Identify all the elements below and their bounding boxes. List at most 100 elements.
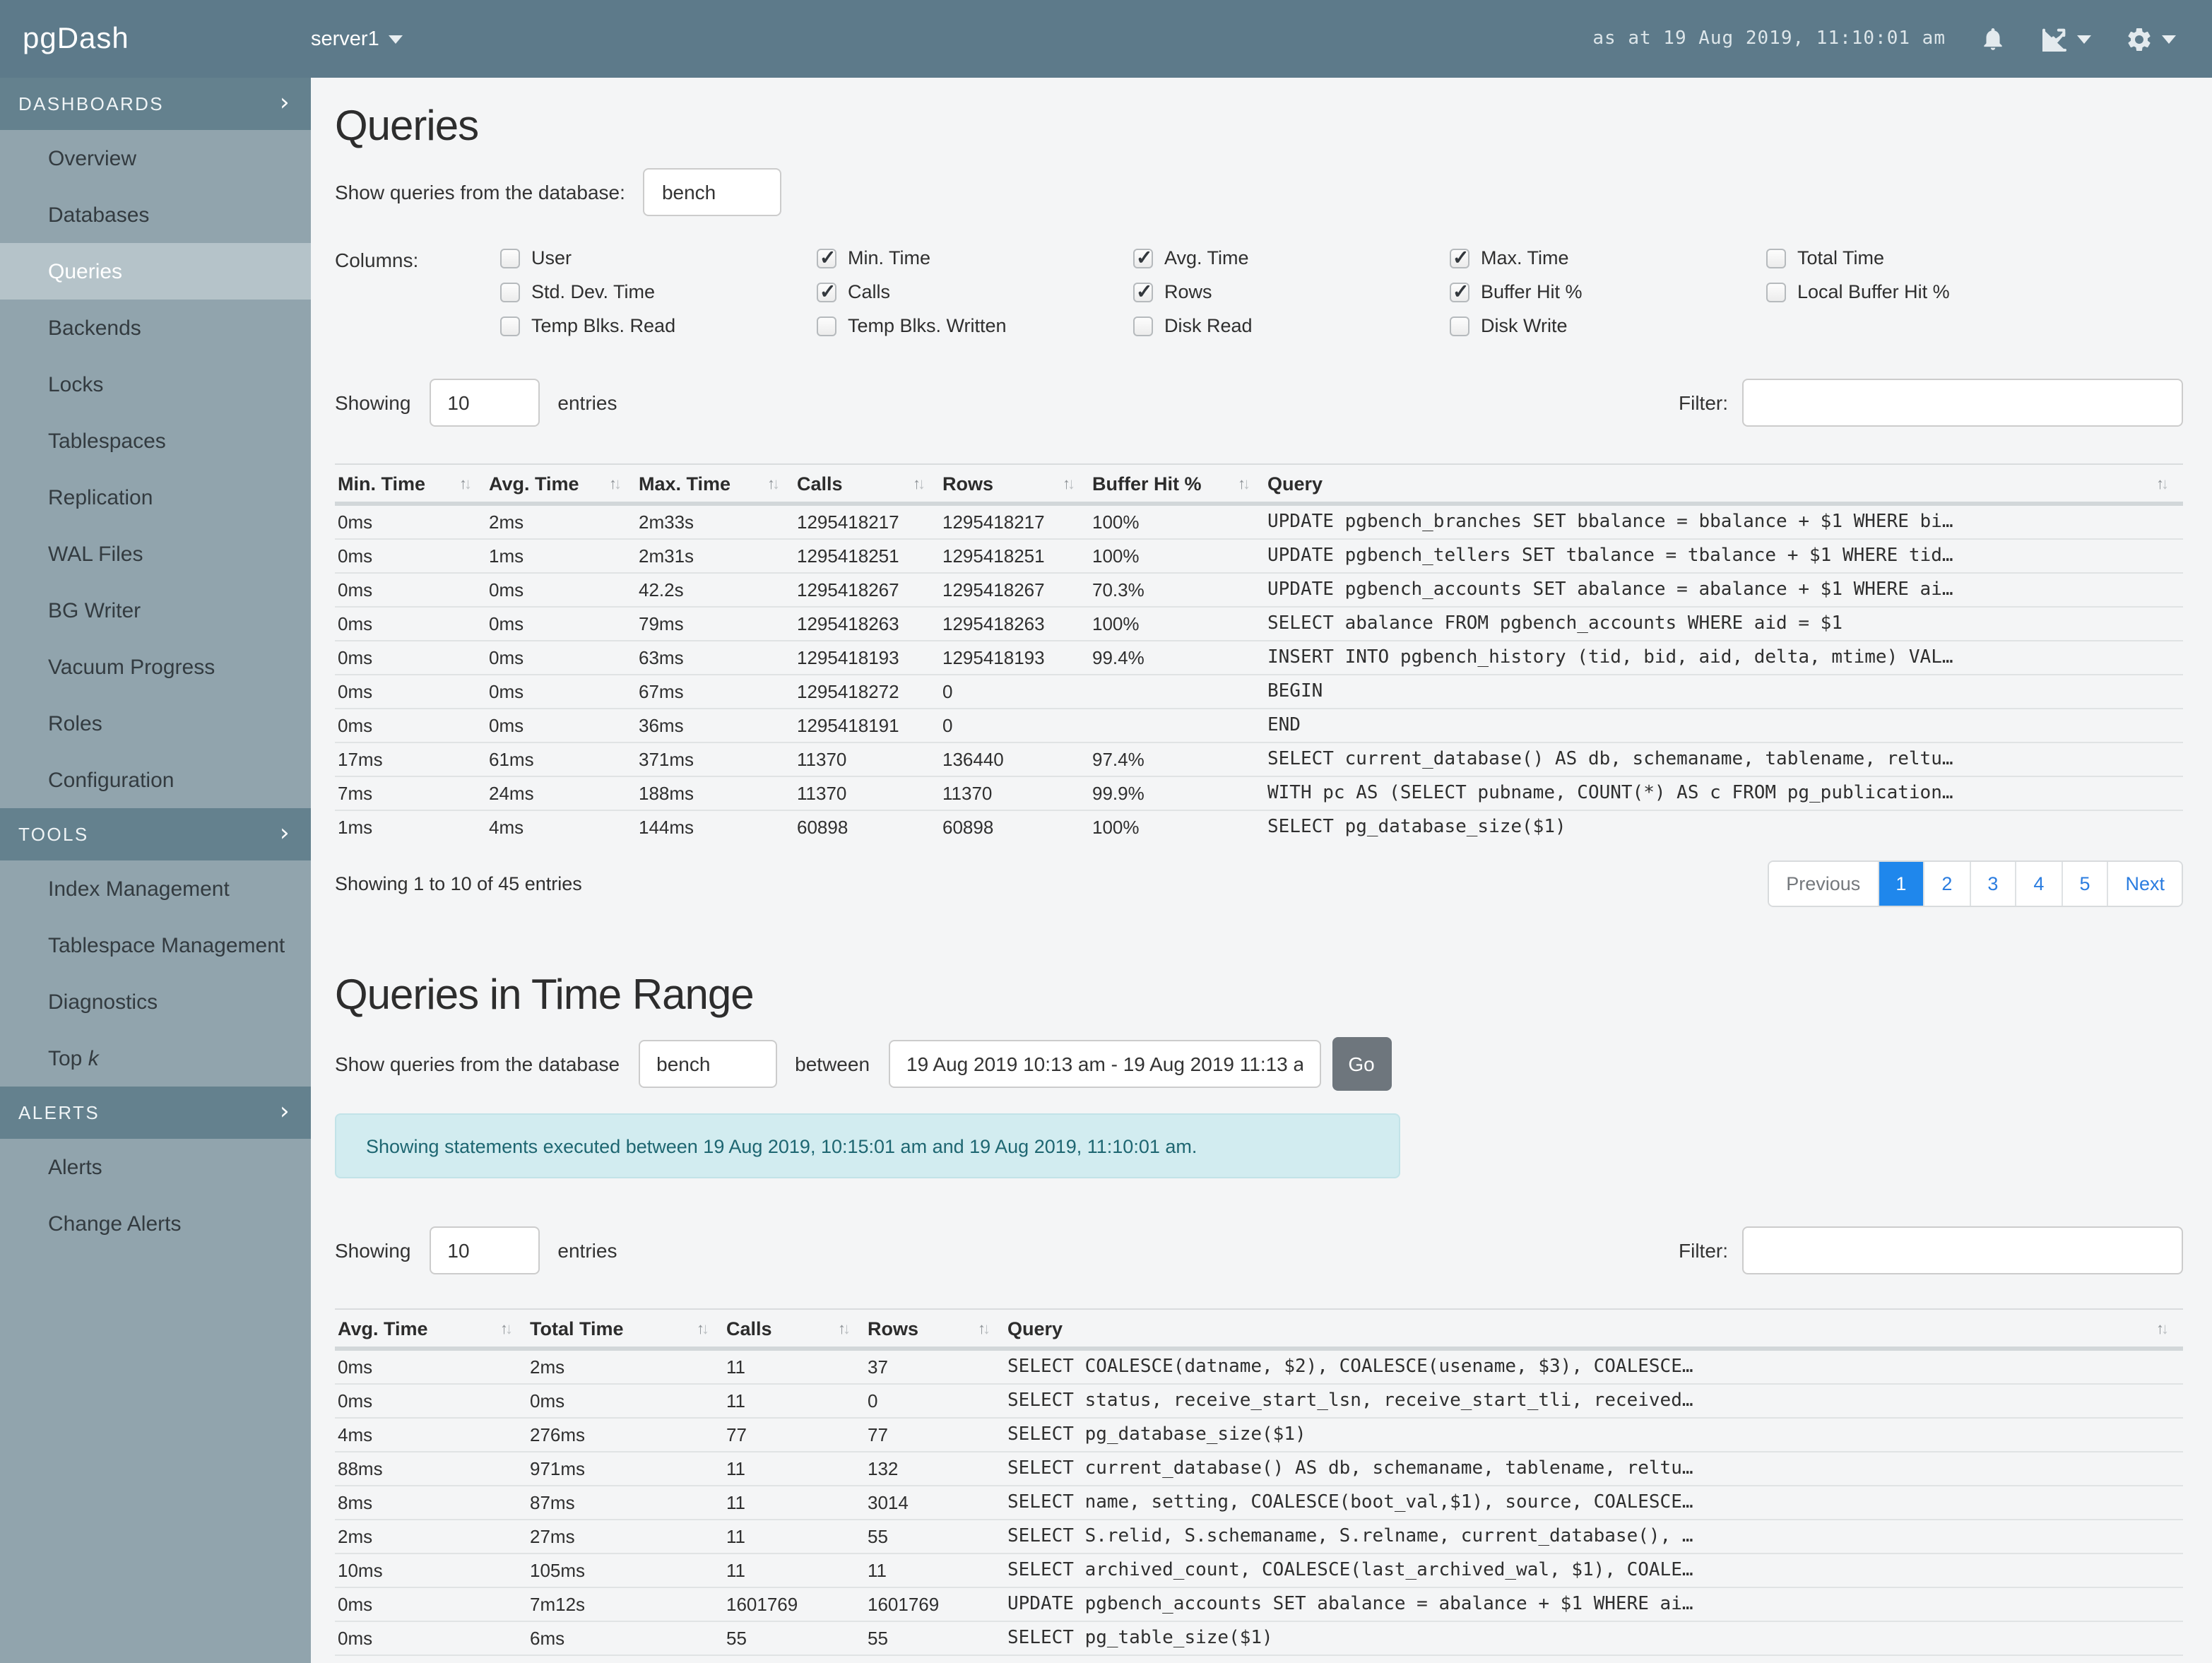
column-header-query[interactable]: Query ↑↓	[1265, 464, 2183, 504]
sort-icon[interactable]: ↑↓	[2156, 1320, 2169, 1337]
query-link[interactable]: SELECT abalance FROM pgbench_accounts WH…	[1267, 613, 1843, 634]
query-link[interactable]: UPDATE pgbench_tellers SET tbalance = tb…	[1267, 545, 1953, 567]
sort-icon[interactable]: ↑↓	[697, 1320, 709, 1337]
sidebar-item-alerts[interactable]: Alerts	[48, 1155, 102, 1179]
query-link[interactable]: SELECT pg_table_size($1)	[1007, 1628, 1273, 1649]
column-header-buffer-hit[interactable]: Buffer Hit % ↑↓	[1089, 464, 1265, 504]
entries-count-input[interactable]	[429, 379, 540, 427]
entries-count-input-2[interactable]	[429, 1226, 540, 1274]
column-header-avg-time[interactable]: Avg. Time ↑↓	[486, 464, 636, 504]
sort-icon[interactable]: ↑↓	[1238, 475, 1250, 492]
sort-icon[interactable]: ↑↓	[2156, 475, 2169, 492]
query-link[interactable]: UPDATE pgbench_branches SET bbalance = b…	[1267, 511, 1953, 533]
checkbox-std-dev-time[interactable]: Std. Dev. Time	[500, 281, 817, 302]
sidebar-item-databases[interactable]: Databases	[48, 203, 150, 227]
pagination-page-2[interactable]: 2	[1923, 862, 1970, 906]
column-header-max-time[interactable]: Max. Time ↑↓	[636, 464, 794, 504]
query-link[interactable]: SELECT S.relid, S.schemaname, S.relname,…	[1007, 1526, 1693, 1547]
query-link[interactable]: SELECT name, setting, COALESCE(boot_val,…	[1007, 1492, 1693, 1513]
sidebar-item-backends[interactable]: Backends	[48, 316, 141, 340]
sort-icon[interactable]: ↑↓	[767, 475, 780, 492]
checkbox-temp-blks-read[interactable]: Temp Blks. Read	[500, 315, 817, 336]
checkbox-max-time[interactable]: Max. Time	[1450, 245, 1766, 269]
checkbox-temp-blks-written[interactable]: Temp Blks. Written	[817, 315, 1133, 336]
checkbox-calls[interactable]: Calls	[817, 279, 1133, 303]
sort-icon[interactable]: ↑↓	[978, 1320, 990, 1337]
go-button[interactable]: Go	[1332, 1037, 1392, 1091]
query-link[interactable]: SELECT status, receive_start_lsn, receiv…	[1007, 1390, 1693, 1412]
checkbox-disk-write[interactable]: Disk Write	[1450, 315, 1766, 336]
sidebar-item-roles[interactable]: Roles	[48, 711, 102, 735]
query-link[interactable]: SELECT archived_count, COALESCE(last_arc…	[1007, 1560, 1693, 1581]
server-selector[interactable]: server1	[311, 28, 403, 50]
query-link[interactable]: SELECT pg_database_size($1)	[1007, 1424, 1306, 1445]
sidebar-item-tablespace-management[interactable]: Tablespace Management	[48, 933, 285, 957]
checkbox-rows[interactable]: Rows	[1133, 279, 1450, 303]
sidebar-item-change-alerts[interactable]: Change Alerts	[48, 1212, 182, 1236]
query-link[interactable]: END	[1267, 715, 1301, 736]
sidebar-item-wal-files[interactable]: WAL Files	[48, 542, 143, 566]
checkbox-disk-read[interactable]: Disk Read	[1133, 315, 1450, 336]
query-link[interactable]: UPDATE pgbench_accounts SET abalance = a…	[1267, 579, 1953, 600]
query-link[interactable]: SELECT current_database() AS db, scheman…	[1007, 1458, 1693, 1479]
filter-input[interactable]	[1742, 379, 2183, 427]
sidebar-item-index-management[interactable]: Index Management	[48, 877, 230, 901]
column-header-calls[interactable]: Calls ↑↓	[794, 464, 940, 504]
sidebar-item-configuration[interactable]: Configuration	[48, 768, 175, 792]
pagination-next[interactable]: Next	[2107, 862, 2182, 906]
pagination-page-3[interactable]: 3	[1969, 862, 2016, 906]
sidebar-item-locks[interactable]: Locks	[48, 372, 104, 396]
checkbox-user[interactable]: User	[500, 247, 817, 268]
column-header-min-time[interactable]: Min. Time ↑↓	[335, 464, 486, 504]
table-cell: 0ms	[338, 545, 373, 567]
sidebar-item-diagnostics[interactable]: Diagnostics	[48, 990, 158, 1014]
query-link[interactable]: BEGIN	[1267, 681, 1323, 702]
query-link[interactable]: SELECT checkpoints_timed, checkpoints_re…	[1005, 1655, 2183, 1663]
sidebar-item-queries[interactable]: Queries	[0, 243, 311, 300]
sidebar-item-vacuum-progress[interactable]: Vacuum Progress	[48, 655, 215, 679]
sort-icon[interactable]: ↑↓	[459, 475, 472, 492]
filter-input-2[interactable]	[1742, 1226, 2183, 1274]
sort-icon[interactable]: ↑↓	[913, 475, 925, 492]
sidebar-section-tools[interactable]: TOOLS ›	[0, 808, 311, 860]
checkbox-buffer-hit[interactable]: Buffer Hit %	[1450, 279, 1766, 303]
sort-icon[interactable]: ↑↓	[609, 475, 622, 492]
settings-menu-button[interactable]	[2125, 25, 2176, 53]
sidebar-item-bg-writer[interactable]: BG Writer	[48, 598, 141, 622]
sort-icon[interactable]: ↑↓	[500, 1320, 513, 1337]
query-link[interactable]: SELECT pg_database_size($1)	[1267, 817, 1566, 838]
pagination-page-1[interactable]: 1	[1877, 862, 1924, 906]
column-header-query[interactable]: Query ↑↓	[1005, 1309, 2183, 1349]
sidebar-item-top-k[interactable]: Top k	[48, 1046, 99, 1070]
query-link[interactable]: WITH pc AS (SELECT pubname, COUNT(*) AS …	[1267, 783, 1953, 804]
charts-menu-button[interactable]	[2040, 25, 2091, 53]
checkbox-total-time[interactable]: Total Time	[1766, 247, 2083, 268]
pagination-page-5[interactable]: 5	[2061, 862, 2107, 906]
sidebar-item-tablespaces[interactable]: Tablespaces	[48, 429, 166, 453]
checkbox-avg-time[interactable]: Avg. Time	[1133, 245, 1450, 269]
column-header-avg-time[interactable]: Avg. Time ↑↓	[335, 1309, 527, 1349]
checkbox-local-buffer-hit[interactable]: Local Buffer Hit %	[1766, 281, 2083, 302]
query-link[interactable]: SELECT current_database() AS db, scheman…	[1267, 749, 1953, 770]
sidebar-section-dashboards[interactable]: DASHBOARDS ›	[0, 78, 311, 130]
query-link[interactable]: SELECT COALESCE(datname, $2), COALESCE(u…	[1007, 1356, 1693, 1378]
sidebar-item-replication[interactable]: Replication	[48, 485, 153, 509]
sort-icon[interactable]: ↑↓	[838, 1320, 851, 1337]
date-range-input[interactable]	[888, 1040, 1321, 1088]
query-link[interactable]: INSERT INTO pgbench_history (tid, bid, a…	[1267, 647, 1953, 668]
pagination-page-4[interactable]: 4	[2015, 862, 2062, 906]
column-header-total-time[interactable]: Total Time ↑↓	[527, 1309, 723, 1349]
database-input[interactable]	[643, 168, 782, 216]
sort-icon[interactable]: ↑↓	[1063, 475, 1075, 492]
query-link[interactable]: UPDATE pgbench_accounts SET abalance = a…	[1007, 1594, 1693, 1615]
column-header-rows[interactable]: Rows ↑↓	[865, 1309, 1005, 1349]
checkbox-min-time[interactable]: Min. Time	[817, 245, 1133, 269]
column-header-rows[interactable]: Rows ↑↓	[940, 464, 1089, 504]
sidebar-item-overview[interactable]: Overview	[48, 146, 137, 170]
table-cell: 10ms	[338, 1560, 383, 1581]
notifications-button[interactable]	[1980, 25, 2006, 52]
pagination-previous[interactable]: Previous	[1769, 862, 1878, 906]
sidebar-section-alerts[interactable]: ALERTS ›	[0, 1087, 311, 1139]
column-header-calls[interactable]: Calls ↑↓	[723, 1309, 865, 1349]
database-input-2[interactable]	[638, 1040, 777, 1088]
